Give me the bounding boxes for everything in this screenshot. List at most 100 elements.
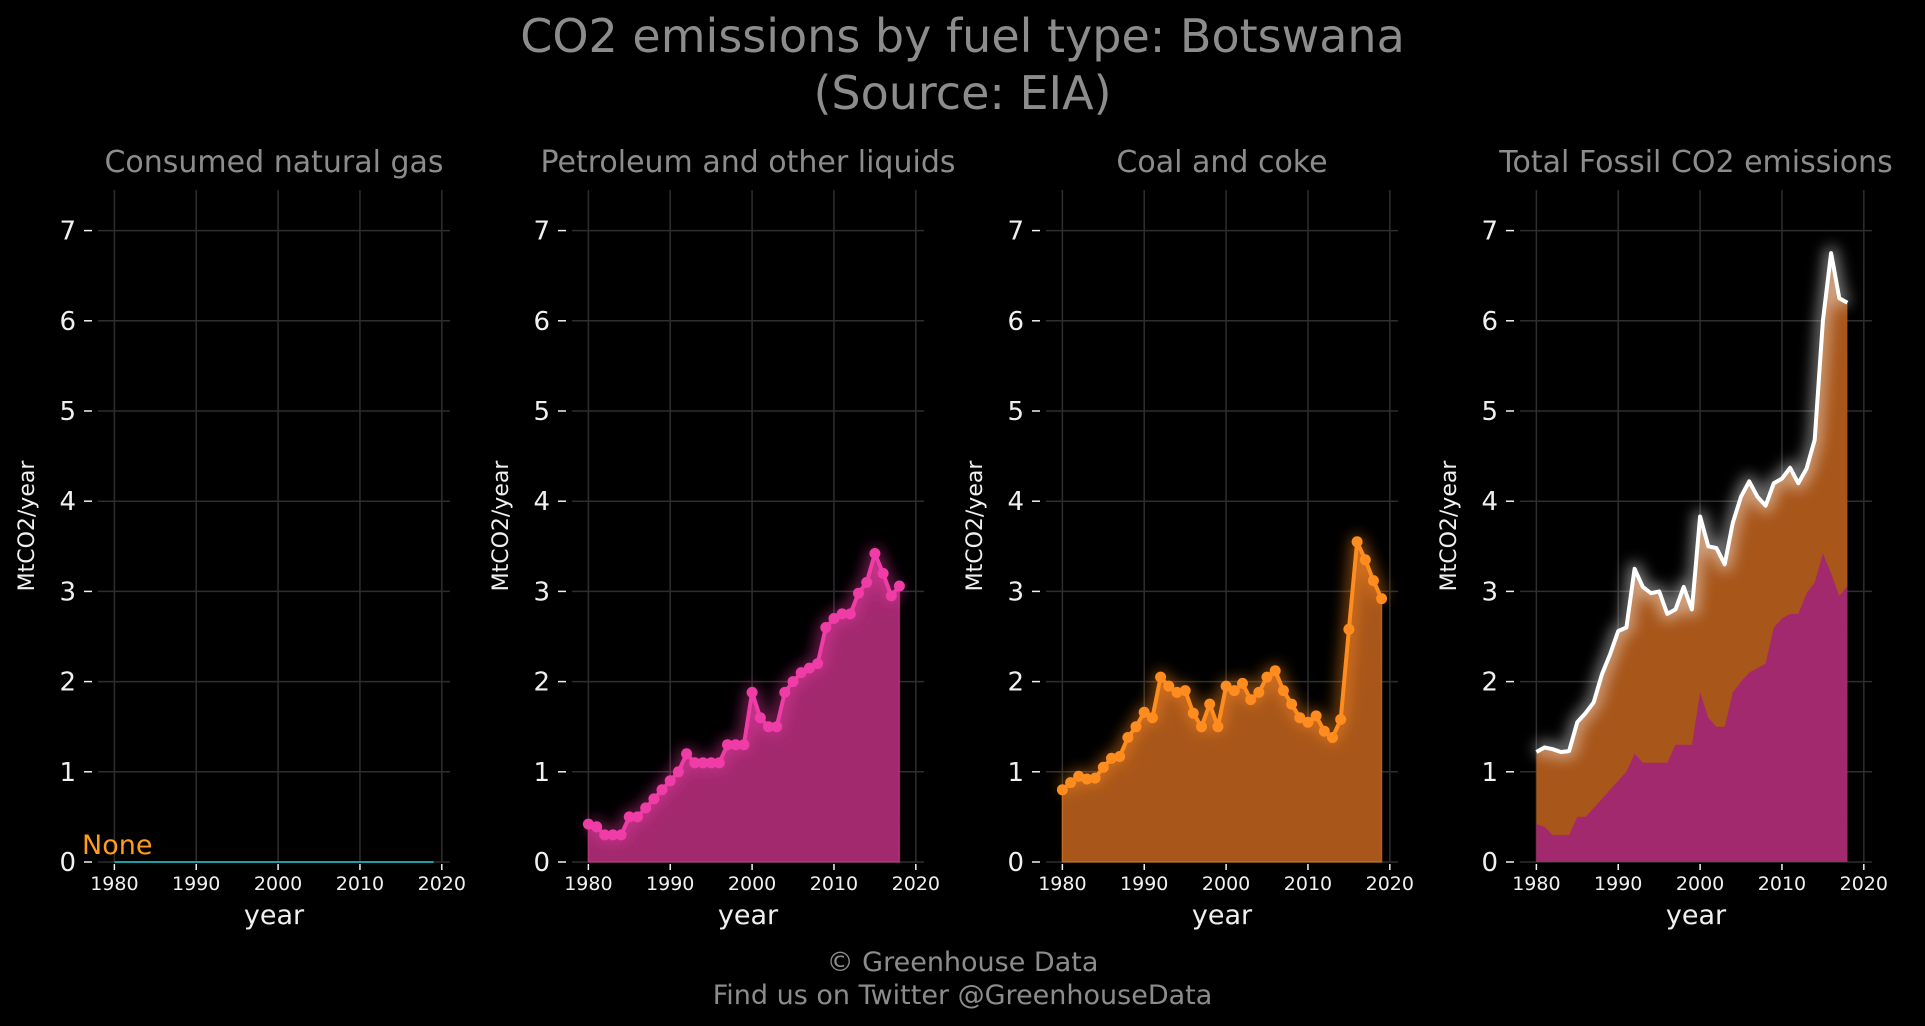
panel-2: Petroleum and other liquids 0 1 2 3 4 5 6 7 1980 1…: [489, 145, 956, 931]
charts-figure: Consumed natural gas012345671980 1990 2000…: [0, 0, 1925, 1026]
data-point: [845, 608, 856, 619]
data-point: [1278, 685, 1289, 696]
x-tick-label: 2000: [1202, 873, 1250, 895]
y-tick-label: 3: [1481, 577, 1498, 607]
footer-twitter: Find us on Twitter @GreenhouseData: [0, 979, 1925, 1012]
x-tick-label: 2010: [1284, 873, 1332, 895]
y-tick-label: 5: [59, 397, 76, 427]
data-point: [1311, 710, 1322, 721]
data-point: [820, 622, 831, 633]
data-point: [755, 712, 766, 723]
data-point: [894, 581, 905, 592]
x-tick-label: 1980: [1512, 873, 1560, 895]
panel-3: Coal and coke 0 1 2 3 4 5 6 7 1980 1990 2000 2010 202…: [963, 145, 1414, 931]
footer: © Greenhouse Data Find us on Twitter @Gr…: [0, 946, 1925, 1012]
x-tick-label: 2010: [810, 873, 858, 895]
data-point: [1131, 721, 1142, 732]
data-point: [812, 658, 823, 669]
y-tick-label: 7: [1481, 217, 1498, 247]
y-tick-label: 7: [1007, 217, 1024, 247]
data-point: [771, 721, 782, 732]
data-point: [1122, 732, 1133, 743]
panel-title: Petroleum and other liquids: [540, 145, 955, 180]
y-axis-label: MtCO2/year: [15, 460, 40, 592]
y-tick-label: 0: [533, 848, 550, 878]
y-tick-label: 5: [1481, 397, 1498, 427]
y-tick-label: 5: [533, 397, 550, 427]
data-point: [657, 784, 668, 795]
data-point: [665, 775, 676, 786]
x-tick-label: 2020: [418, 873, 466, 895]
y-tick-label: 2: [1481, 668, 1498, 698]
data-point: [1098, 762, 1109, 773]
footer-copyright: © Greenhouse Data: [0, 946, 1925, 979]
x-tick-label: 1980: [90, 873, 138, 895]
y-tick-label: 7: [533, 217, 550, 247]
y-tick-label: 1: [1481, 758, 1498, 788]
x-tick-label: 1980: [1038, 873, 1086, 895]
x-tick-label: 2000: [1676, 873, 1724, 895]
y-tick-label: 1: [533, 758, 550, 788]
data-point: [1212, 721, 1223, 732]
data-point: [788, 676, 799, 687]
y-tick-label: 4: [1007, 487, 1024, 517]
data-point: [779, 687, 790, 698]
panel-title: Coal and coke: [1116, 145, 1327, 180]
y-tick-label: 0: [1007, 848, 1024, 878]
y-tick-label: 6: [1007, 307, 1024, 337]
y-tick-label: 3: [1007, 577, 1024, 607]
y-tick-label: 0: [59, 848, 76, 878]
data-point: [1114, 751, 1125, 762]
y-tick-label: 1: [59, 758, 76, 788]
x-axis-label: year: [244, 900, 305, 931]
data-point: [1204, 699, 1215, 710]
x-axis-label: year: [1666, 900, 1727, 931]
x-tick-label: 2020: [892, 873, 940, 895]
y-tick-label: 6: [59, 307, 76, 337]
data-point: [616, 829, 627, 840]
data-point: [1155, 672, 1166, 683]
x-tick-label: 2000: [254, 873, 302, 895]
data-point: [1335, 714, 1346, 725]
x-tick-label: 2000: [728, 873, 776, 895]
data-point: [640, 802, 651, 813]
y-tick-label: 2: [59, 668, 76, 698]
panel-title: Total Fossil CO2 emissions: [1498, 145, 1892, 180]
y-axis-label: MtCO2/year: [489, 460, 514, 592]
y-tick-label: 6: [1481, 307, 1498, 337]
y-tick-label: 4: [59, 487, 76, 517]
x-tick-label: 2020: [1840, 873, 1888, 895]
x-axis-label: year: [1192, 900, 1253, 931]
x-tick-label: 1990: [1594, 873, 1642, 895]
y-tick-label: 3: [59, 577, 76, 607]
x-tick-label: 2020: [1366, 873, 1414, 895]
data-point: [853, 588, 864, 599]
y-tick-label: 3: [533, 577, 550, 607]
data-point: [1352, 536, 1363, 547]
y-tick-label: 6: [533, 307, 550, 337]
data-point: [1237, 678, 1248, 689]
panel-4: Total Fossil CO2 emissions 0 1 2 3 4 5 6 7 1980 19…: [1437, 145, 1893, 931]
data-point: [738, 739, 749, 750]
data-point: [1180, 685, 1191, 696]
y-tick-label: 0: [1481, 848, 1498, 878]
data-point: [632, 811, 643, 822]
x-tick-label: 1990: [646, 873, 694, 895]
data-point: [747, 687, 758, 698]
data-point: [1090, 773, 1101, 784]
y-tick-label: 4: [533, 487, 550, 517]
x-tick-label: 1990: [172, 873, 220, 895]
data-point: [1368, 575, 1379, 586]
data-point: [1343, 624, 1354, 635]
data-point: [869, 548, 880, 559]
data-point: [673, 766, 684, 777]
x-tick-label: 2010: [1758, 873, 1806, 895]
data-point: [681, 748, 692, 759]
panel-title: Consumed natural gas: [104, 145, 443, 180]
data-point: [1270, 665, 1281, 676]
data-point: [1286, 699, 1297, 710]
data-point: [1360, 554, 1371, 565]
x-tick-label: 1990: [1120, 873, 1168, 895]
y-tick-label: 1: [1007, 758, 1024, 788]
y-tick-label: 2: [533, 668, 550, 698]
